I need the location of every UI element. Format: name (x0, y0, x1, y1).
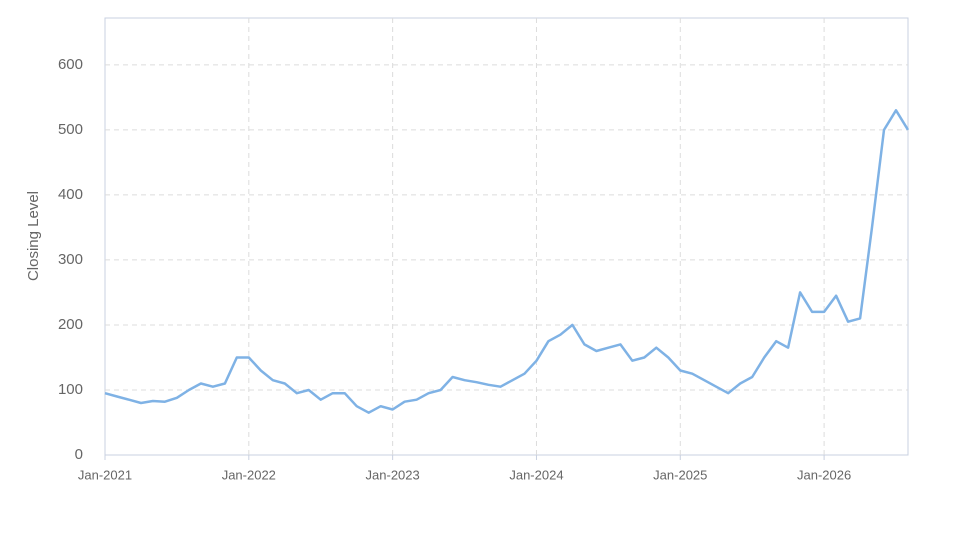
x-tick-label: Jan-2023 (366, 467, 420, 482)
x-tick-label: Jan-2024 (509, 467, 563, 482)
x-tick-label: Jan-2025 (653, 467, 707, 482)
y-tick-label: 200 (58, 316, 83, 333)
y-tick-label: 0 (75, 446, 83, 463)
y-tick-label: 100 (58, 381, 83, 398)
plot-frame (104, 17, 909, 456)
x-tick-label: Jan-2021 (78, 467, 132, 482)
x-tick-label: Jan-2022 (222, 467, 276, 482)
line (104, 109, 910, 414)
x-tick-label: Jan-2026 (797, 467, 851, 482)
y-tick-label: 400 (58, 186, 83, 203)
y-tick-label: 300 (58, 251, 83, 268)
y-tick-label: 500 (58, 121, 83, 138)
y-axis-label: Closing Level (25, 191, 42, 281)
y-tick-label: 600 (58, 56, 83, 73)
